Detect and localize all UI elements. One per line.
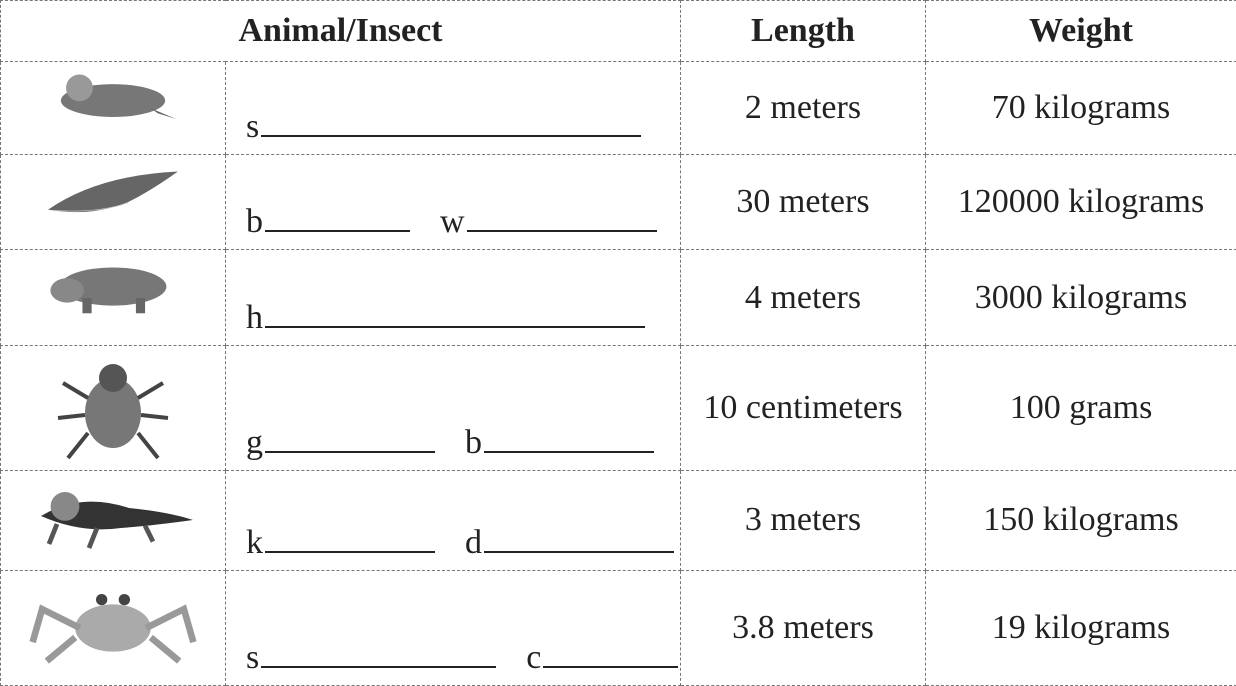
animal-picture xyxy=(0,60,226,156)
length-cell: 3.8 meters xyxy=(680,569,926,686)
answer-line xyxy=(265,550,435,553)
answer-line xyxy=(543,665,679,668)
length-cell: 30 meters xyxy=(680,154,926,251)
table-row: s c 3.8 meters 19 kilograms xyxy=(0,569,1236,686)
blank-letter: k xyxy=(246,523,263,561)
weight-cell: 70 kilograms xyxy=(925,60,1236,156)
blank-letter: b xyxy=(246,203,263,241)
animal-icon xyxy=(50,266,167,313)
answer-blanks: s xyxy=(225,60,681,156)
blank-letter: d xyxy=(465,523,482,561)
animal-picture xyxy=(0,470,226,571)
animal-picture xyxy=(0,344,226,472)
weight-cell: 150 kilograms xyxy=(925,470,1236,571)
weight-cell: 19 kilograms xyxy=(925,569,1236,686)
length-cell: 3 meters xyxy=(680,470,926,571)
length-cell: 2 meters xyxy=(680,60,926,156)
animal-icon xyxy=(48,171,178,213)
answer-line xyxy=(265,229,410,233)
table-row: s 2 meters 70 kilograms xyxy=(0,60,1236,156)
answer-line xyxy=(265,450,435,454)
blank-letter: b xyxy=(465,424,482,462)
answer-line xyxy=(265,325,645,328)
blank-letter: c xyxy=(526,639,542,676)
animal-icon xyxy=(29,593,197,664)
header-cell: Length xyxy=(680,0,926,62)
blank-letter: g xyxy=(246,424,263,462)
blank-letter: s xyxy=(246,639,260,676)
animal-picture xyxy=(0,569,226,686)
answer-line xyxy=(484,550,674,553)
weight-cell: 120000 kilograms xyxy=(925,154,1236,251)
animal-icon xyxy=(57,363,169,460)
table-row: h 4 meters 3000 kilograms xyxy=(0,249,1236,346)
blank-letter: s xyxy=(246,108,260,146)
blank-letter: w xyxy=(440,203,465,241)
answer-line xyxy=(484,450,654,454)
length-cell: 4 meters xyxy=(680,249,926,346)
answer-blanks: h xyxy=(225,249,681,346)
weight-cell: 100 grams xyxy=(925,344,1236,472)
answer-line xyxy=(466,229,657,233)
blank-letter: h xyxy=(246,298,263,336)
animal-picture xyxy=(0,154,226,251)
answer-line xyxy=(261,665,497,668)
answer-line xyxy=(261,134,642,138)
animal-picture xyxy=(0,249,226,346)
animal-icon xyxy=(60,74,177,120)
animal-icon xyxy=(41,492,193,550)
table-row: g b 10 centimeters 100 grams xyxy=(0,344,1236,472)
table-row: b w 30 meters 120000 kilograms xyxy=(0,154,1236,251)
weight-cell: 3000 kilograms xyxy=(925,249,1236,346)
header-cell: Animal/Insect xyxy=(0,0,681,62)
header-row: Animal/Insect Length Weight xyxy=(0,0,1236,62)
header-cell: Weight xyxy=(925,0,1236,62)
length-cell: 10 centimeters xyxy=(680,344,926,472)
